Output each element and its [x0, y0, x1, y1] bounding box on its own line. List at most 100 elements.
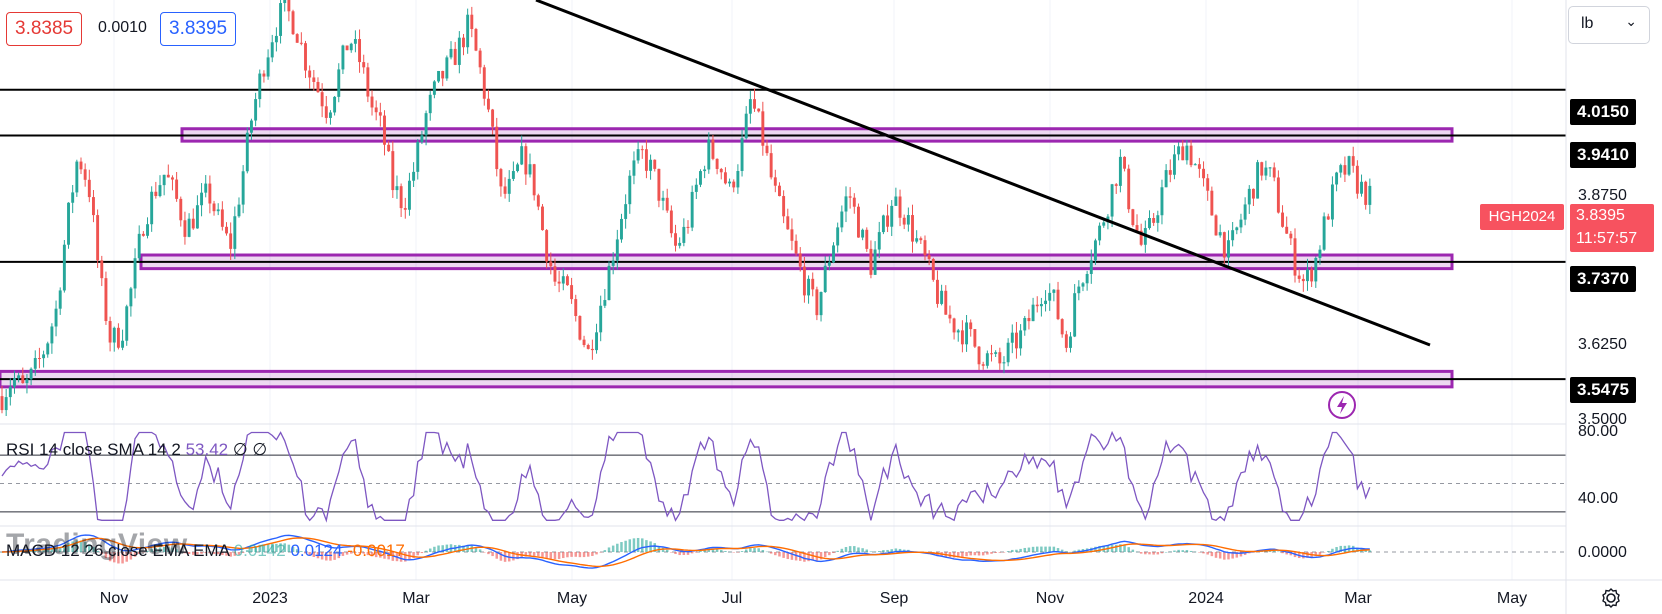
candle-body — [898, 196, 902, 218]
macd-histogram-bar — [79, 540, 83, 552]
candle-body — [1093, 240, 1097, 261]
candle-body — [586, 345, 590, 349]
macd-histogram-bar — [387, 552, 390, 560]
candle-body — [270, 42, 274, 58]
candle-body — [632, 160, 636, 176]
macd-histogram-bar — [836, 550, 839, 552]
candle-body — [1276, 177, 1280, 213]
macd-histogram-bar — [142, 552, 145, 553]
candle-body — [915, 238, 919, 242]
candle-body — [653, 159, 657, 169]
macd-histogram-bar — [886, 549, 889, 552]
macd-histogram-bar — [333, 552, 336, 560]
time-axis-label: 2024 — [1188, 590, 1224, 607]
macd-histogram-bar — [358, 552, 361, 554]
time-axis-label: Nov — [1035, 590, 1065, 607]
support-resistance-zones — [0, 127, 1454, 389]
candle-body — [46, 343, 50, 355]
candle-body — [1035, 304, 1039, 307]
candle-body — [229, 233, 233, 249]
macd-histogram-bar — [1156, 552, 1160, 555]
macd-legend[interactable]: MACD 12 26 close EMA EMA 0.0142 0.0124 -… — [6, 541, 405, 561]
settings-icon[interactable] — [1600, 587, 1622, 609]
candle-body — [1069, 336, 1072, 348]
rsi-legend[interactable]: RSI 14 close SMA 14 2 53.42 ∅ ∅ — [6, 440, 267, 460]
candle-body — [715, 158, 719, 169]
macd-histogram-bar — [1210, 552, 1214, 557]
macd-histogram-bar — [678, 552, 681, 556]
candle-body — [765, 145, 769, 154]
rsi-axis-label: 40.00 — [1578, 490, 1619, 507]
candle-body — [1098, 225, 1102, 241]
candle-body — [407, 180, 411, 210]
macd-histogram-bar — [58, 546, 62, 552]
candle-body — [1301, 278, 1305, 282]
candle-body — [520, 146, 524, 165]
candle-body — [1218, 232, 1222, 236]
candle-body — [1164, 170, 1168, 188]
candle-body — [927, 255, 931, 259]
candle-body — [1347, 156, 1351, 175]
candle-body — [769, 153, 773, 178]
candle-body — [96, 215, 100, 261]
candle-body — [403, 208, 407, 210]
macd-histogram-bar — [183, 552, 187, 554]
macd-histogram-bar — [898, 548, 902, 552]
bid-price[interactable]: 3.8385 — [6, 12, 83, 46]
candle-body — [449, 48, 453, 58]
macd-histogram-bar — [424, 550, 428, 552]
macd-histogram-bar — [537, 552, 540, 557]
candle-body — [503, 186, 507, 194]
macd-histogram-bar — [690, 552, 694, 554]
candle-body — [761, 111, 765, 146]
macd-histogram-bar — [428, 548, 432, 552]
macd-histogram-bar — [769, 552, 773, 554]
candle-body — [1214, 215, 1218, 236]
macd-histogram-bar — [665, 549, 669, 552]
candle-body — [1251, 188, 1255, 199]
candle-body — [595, 332, 598, 351]
time-axis-label: Mar — [1344, 590, 1372, 607]
candle-body — [412, 171, 416, 181]
candle-body — [1314, 257, 1318, 282]
macd-histogram-bar — [1356, 547, 1359, 552]
macd-histogram-bar — [528, 552, 532, 556]
price-axis-label: 3.6250 — [1578, 336, 1627, 353]
macd-histogram-bar — [512, 552, 515, 561]
macd-histogram-bar — [441, 545, 444, 552]
macd-histogram-bar — [295, 549, 299, 552]
candle-body — [54, 308, 58, 327]
rsi-line — [1, 430, 1371, 523]
candle-body — [245, 132, 249, 172]
candle-body — [8, 386, 12, 398]
unit-selector[interactable]: lb ⌄ — [1568, 6, 1650, 44]
candle-body — [287, 0, 291, 12]
candle-body — [462, 37, 465, 48]
candle-body — [249, 120, 253, 133]
candle-body — [399, 186, 403, 209]
macd-histogram-bar — [458, 544, 461, 552]
macd-histogram-bar — [753, 547, 756, 552]
macd-histogram-bar — [586, 552, 590, 557]
candle-body — [744, 113, 748, 139]
time-axis-label: May — [556, 590, 588, 607]
macd-histogram-bar — [1202, 552, 1205, 554]
candle-body — [948, 314, 952, 319]
macd-histogram-bar — [774, 552, 777, 556]
candle-body — [748, 99, 752, 114]
candle-body — [328, 112, 332, 118]
candle-body — [661, 197, 665, 201]
ask-price[interactable]: 3.8395 — [160, 12, 237, 46]
candle-body — [116, 327, 120, 348]
candle-body — [29, 368, 33, 380]
candle-body — [104, 278, 108, 322]
candle-body — [678, 242, 682, 246]
macd-histogram-bar — [686, 552, 690, 555]
macd-histogram-bar — [1289, 552, 1293, 556]
candle-body — [316, 81, 320, 93]
lightning-icon[interactable] — [1327, 390, 1357, 420]
candle-body — [998, 352, 1002, 364]
candle-body — [990, 353, 993, 355]
candle-body — [349, 43, 353, 51]
